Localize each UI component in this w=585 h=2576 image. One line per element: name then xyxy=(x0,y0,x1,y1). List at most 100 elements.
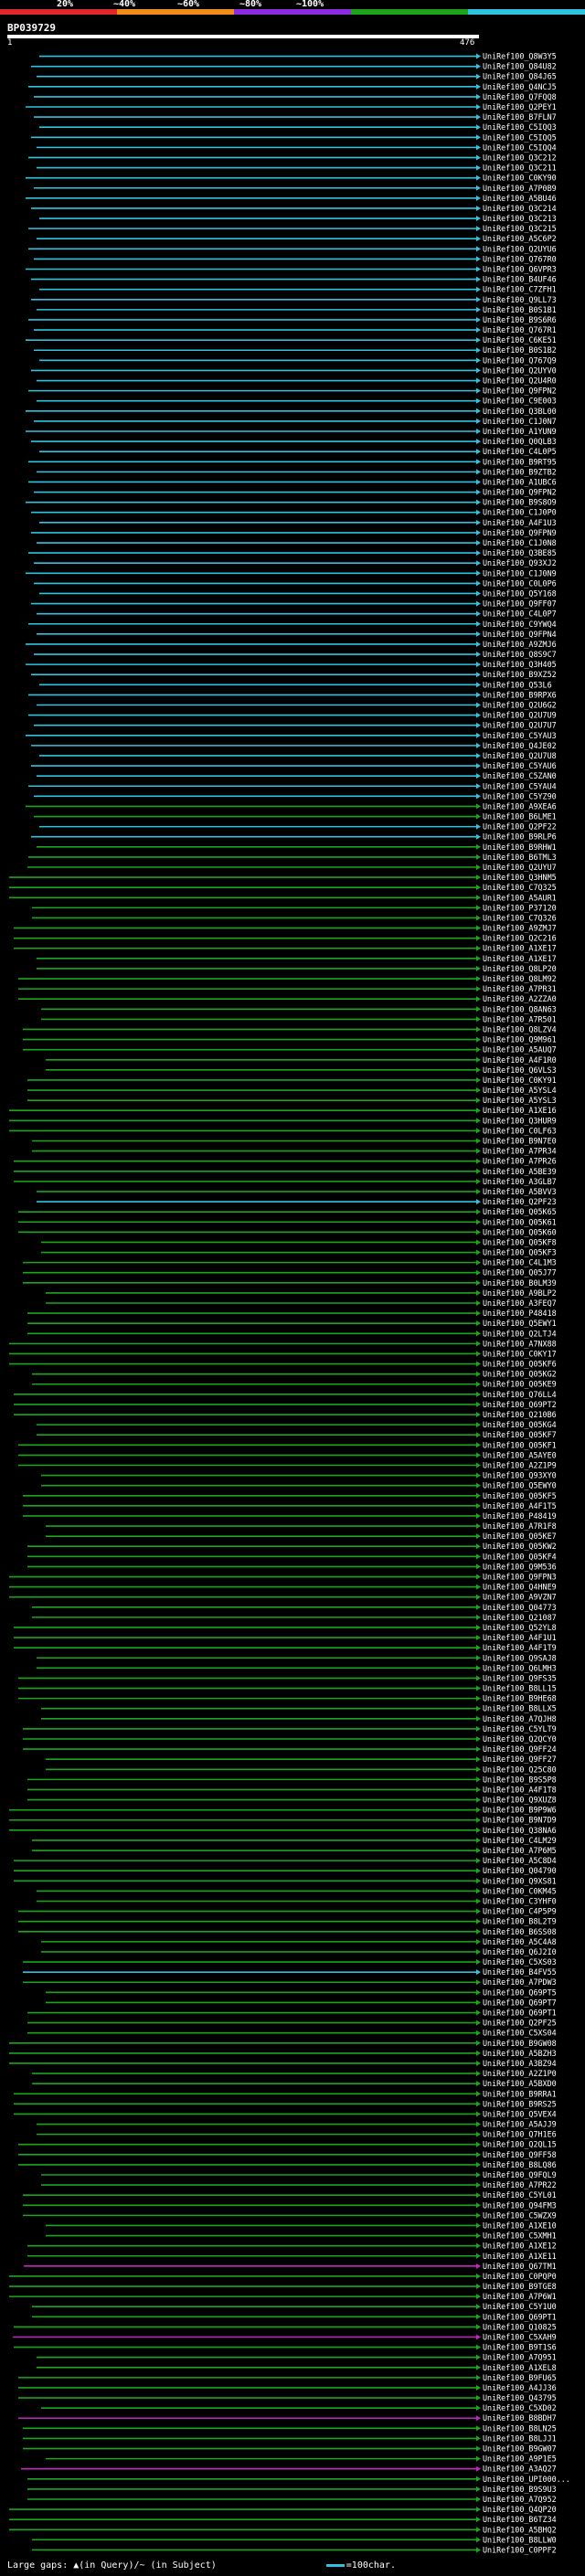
hit-row[interactable]: UniRef100_Q2PF23 xyxy=(37,1197,557,1206)
hit-id-label[interactable]: UniRef100_C1J0P0 xyxy=(483,508,557,517)
hit-row[interactable]: UniRef100_Q6J2I0 xyxy=(41,1947,557,1956)
hit-id-label[interactable]: UniRef100_C5YZ90 xyxy=(483,791,557,800)
hit-id-label[interactable]: UniRef100_Q9M961 xyxy=(483,1035,557,1044)
hit-id-label[interactable]: UniRef100_A9P1E5 xyxy=(483,2454,557,2464)
hit-id-label[interactable]: UniRef100_A5AJJ9 xyxy=(483,2120,557,2129)
hit-row[interactable]: UniRef100_B8LLW0 xyxy=(32,2535,557,2544)
hit-id-label[interactable]: UniRef100_A9ZMJ7 xyxy=(483,924,557,933)
hit-id-label[interactable]: UniRef100_C0KY91 xyxy=(483,1076,557,1085)
hit-row[interactable]: UniRef100_C0KY17 xyxy=(9,1349,557,1358)
hit-id-label[interactable]: UniRef100_Q3BE85 xyxy=(483,548,557,557)
hit-row[interactable]: UniRef100_Q05KF5 xyxy=(23,1491,557,1500)
hit-row[interactable]: UniRef100_A9P1E5 xyxy=(46,2454,557,2464)
hit-row[interactable]: UniRef100_Q05K61 xyxy=(18,1217,557,1226)
hit-row[interactable]: UniRef100_B9RRA1 xyxy=(14,2089,557,2098)
hit-id-label[interactable]: UniRef100_B0S1B1 xyxy=(483,305,557,314)
hit-id-label[interactable]: UniRef100_C5XS03 xyxy=(483,1957,557,1966)
hit-id-label[interactable]: UniRef100_Q5Y168 xyxy=(483,588,557,598)
hit-row[interactable]: UniRef100_Q05KF8 xyxy=(41,1237,557,1246)
hit-row[interactable]: UniRef100_A3BZ94 xyxy=(9,2059,557,2068)
hit-id-label[interactable]: UniRef100_P48418 xyxy=(483,1309,557,1318)
hit-row[interactable]: UniRef100_Q3C214 xyxy=(31,204,557,213)
hit-id-label[interactable]: UniRef100_C5XD02 xyxy=(483,2403,557,2412)
hit-row[interactable]: UniRef100_Q05KF1 xyxy=(18,1440,557,1449)
hit-id-label[interactable]: UniRef100_A4F1U3 xyxy=(483,518,557,527)
hit-id-label[interactable]: UniRef100_Q0QLB3 xyxy=(483,437,557,446)
hit-row[interactable]: UniRef100_B0S1B1 xyxy=(37,305,557,314)
hit-row[interactable]: UniRef100_Q05K65 xyxy=(18,1207,557,1216)
hit-row[interactable]: UniRef100_Q21087 xyxy=(32,1613,557,1622)
hit-row[interactable]: UniRef100_A5BU46 xyxy=(26,194,557,203)
hit-id-label[interactable]: UniRef100_A7PR26 xyxy=(483,1157,557,1166)
hit-id-label[interactable]: UniRef100_C7Q325 xyxy=(483,883,557,892)
hit-row[interactable]: UniRef100_B9N7D9 xyxy=(9,1816,557,1825)
hit-id-label[interactable]: UniRef100_B9RPX6 xyxy=(483,690,557,699)
hit-row[interactable]: UniRef100_Q69PT1 xyxy=(32,2312,557,2321)
hit-row[interactable]: UniRef100_C5XS03 xyxy=(23,1957,557,1966)
hit-id-label[interactable]: UniRef100_Q05KF6 xyxy=(483,1360,557,1369)
hit-id-label[interactable]: UniRef100_B9GW07 xyxy=(483,2444,557,2454)
hit-id-label[interactable]: UniRef100_C5WZX9 xyxy=(483,2210,557,2220)
hit-row[interactable]: UniRef100_A2Z1P0 xyxy=(32,2069,557,2078)
hit-id-label[interactable]: UniRef100_A5C8D4 xyxy=(483,1856,557,1865)
hit-id-label[interactable]: UniRef100_B8L2T9 xyxy=(483,1917,557,1926)
hit-id-label[interactable]: UniRef100_C7Q326 xyxy=(483,913,557,922)
hit-row[interactable]: UniRef100_Q9FF58 xyxy=(18,2150,557,2159)
hit-row[interactable]: UniRef100_Q9FPN2 xyxy=(34,488,557,497)
hit-row[interactable]: UniRef100_Q9SAJ8 xyxy=(37,1653,557,1662)
hit-id-label[interactable]: UniRef100_A5C4A8 xyxy=(483,1937,557,1946)
hit-id-label[interactable]: UniRef100_Q3C215 xyxy=(483,224,557,233)
hit-row[interactable]: UniRef100_C4P5P9 xyxy=(18,1907,557,1916)
hit-id-label[interactable]: UniRef100_A3FEQ7 xyxy=(483,1299,557,1308)
hit-id-label[interactable]: UniRef100_B9HE68 xyxy=(483,1694,557,1703)
hit-id-label[interactable]: UniRef100_C5YL01 xyxy=(483,2190,557,2200)
hit-row[interactable]: UniRef100_C0KY90 xyxy=(26,174,557,183)
hit-id-label[interactable]: UniRef100_Q05KE9 xyxy=(483,1380,557,1389)
hit-id-label[interactable]: UniRef100_Q9FF27 xyxy=(483,1754,557,1764)
hit-row[interactable]: UniRef100_A1XE11 xyxy=(27,2252,557,2261)
hit-id-label[interactable]: UniRef100_C5YLT9 xyxy=(483,1724,557,1733)
hit-row[interactable]: UniRef100_A7Q951 xyxy=(37,2353,557,2362)
hit-id-label[interactable]: UniRef100_Q2U7U7 xyxy=(483,721,557,730)
hit-id-label[interactable]: UniRef100_B6TZ34 xyxy=(483,2515,557,2524)
hit-row[interactable]: UniRef100_A4F1U3 xyxy=(39,518,557,527)
hit-id-label[interactable]: UniRef100_P48419 xyxy=(483,1511,557,1521)
hit-row[interactable]: UniRef100_Q9M961 xyxy=(23,1035,557,1044)
hit-row[interactable]: UniRef100_C5ZAN0 xyxy=(37,771,557,780)
hit-row[interactable]: UniRef100_Q05KE9 xyxy=(32,1380,557,1389)
hit-row[interactable]: UniRef100_Q05KG2 xyxy=(32,1370,557,1379)
hit-row[interactable]: UniRef100_A4F1T9 xyxy=(14,1643,557,1652)
hit-id-label[interactable]: UniRef100_P37120 xyxy=(483,903,557,912)
hit-row[interactable]: UniRef100_A7P6W1 xyxy=(9,2292,557,2301)
hit-row[interactable]: UniRef100_B9GW07 xyxy=(23,2444,557,2454)
hit-id-label[interactable]: UniRef100_A4F1T5 xyxy=(483,1501,557,1511)
hit-row[interactable]: UniRef100_Q69PT7 xyxy=(46,1998,557,2007)
hit-id-label[interactable]: UniRef100_A9XEA6 xyxy=(483,801,557,811)
hit-row[interactable]: UniRef100_Q3BE85 xyxy=(28,548,557,557)
hit-row[interactable]: UniRef100_A9XEA6 xyxy=(26,801,557,811)
hit-row[interactable]: UniRef100_A7NX88 xyxy=(9,1339,557,1348)
hit-id-label[interactable]: UniRef100_Q43795 xyxy=(483,2393,557,2402)
hit-row[interactable]: UniRef100_A1XEL8 xyxy=(37,2363,557,2372)
hit-id-label[interactable]: UniRef100_A1XE10 xyxy=(483,2221,557,2230)
hit-id-label[interactable]: UniRef100_C0PPF2 xyxy=(483,2545,557,2554)
hit-row[interactable]: UniRef100_Q3C213 xyxy=(39,214,557,223)
hit-row[interactable]: UniRef100_Q6VPR3 xyxy=(26,265,557,274)
hit-id-label[interactable]: UniRef100_B9N7E0 xyxy=(483,1137,557,1146)
hit-id-label[interactable]: UniRef100_A1XE16 xyxy=(483,1106,557,1115)
hit-row[interactable]: UniRef100_Q2PF25 xyxy=(27,2019,557,2028)
hit-id-label[interactable]: UniRef100_B0S1B2 xyxy=(483,345,557,355)
hit-row[interactable]: UniRef100_Q69PT1 xyxy=(27,2009,557,2018)
hit-id-label[interactable]: UniRef100_B6LME1 xyxy=(483,812,557,822)
hit-id-label[interactable]: UniRef100_C4L0P7 xyxy=(483,610,557,619)
hit-id-label[interactable]: UniRef100_Q3BL00 xyxy=(483,407,557,416)
hit-id-label[interactable]: UniRef100_Q9FF24 xyxy=(483,1744,557,1754)
hit-row[interactable]: UniRef100_C0LF63 xyxy=(9,1126,557,1135)
hit-id-label[interactable]: UniRef100_Q2UYU7 xyxy=(483,863,557,872)
hit-row[interactable]: UniRef100_C5XD02 xyxy=(41,2403,557,2412)
hit-id-label[interactable]: UniRef100_Q05KF1 xyxy=(483,1440,557,1449)
hit-row[interactable]: UniRef100_Q9FPN9 xyxy=(31,528,557,537)
hit-row[interactable]: UniRef100_Q2QL15 xyxy=(18,2140,557,2149)
hit-id-label[interactable]: UniRef100_A9BLP2 xyxy=(483,1288,557,1298)
hit-row[interactable]: UniRef100_A5BVV3 xyxy=(37,1187,557,1196)
